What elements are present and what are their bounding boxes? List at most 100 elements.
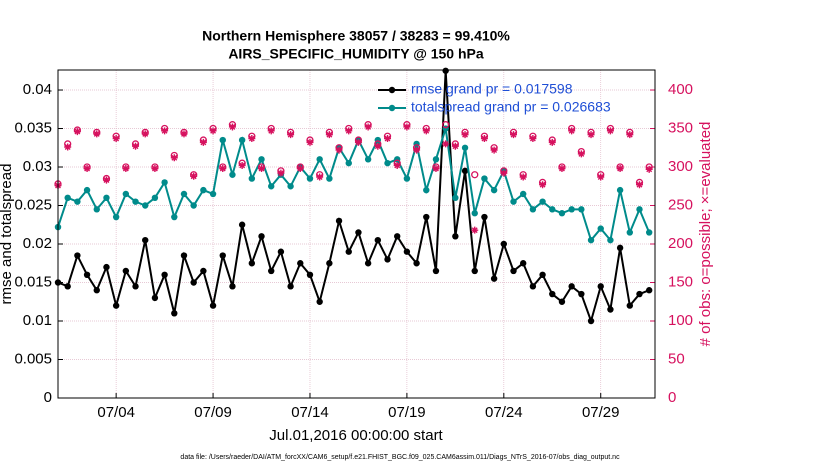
- data-point: [587, 131, 595, 139]
- data-point: [316, 298, 323, 305]
- data-point: [209, 302, 217, 309]
- data-point: [64, 283, 71, 290]
- data-point: [228, 123, 236, 131]
- data-point: [248, 175, 256, 182]
- x-tick-label: 07/14: [291, 404, 329, 421]
- data-point: [132, 198, 139, 205]
- data-point: [316, 173, 324, 181]
- data-point: [578, 206, 585, 213]
- data-point: [151, 194, 159, 202]
- data-point: [229, 171, 236, 178]
- data-point: [238, 161, 246, 169]
- data-point: [354, 138, 362, 146]
- data-point: [74, 198, 81, 205]
- data-point: [374, 142, 382, 150]
- data-point: [64, 143, 72, 151]
- legend-label: totalspread grand pr = 0.026683: [411, 99, 611, 115]
- data-point: [384, 135, 392, 143]
- data-point: [558, 210, 566, 217]
- data-point: [209, 127, 217, 135]
- data-point: [180, 252, 188, 259]
- data-point: [103, 263, 110, 271]
- data-point: [423, 213, 430, 221]
- data-point: [180, 190, 188, 198]
- data-point: [500, 169, 508, 177]
- data-point: [142, 236, 149, 244]
- data-point: [394, 233, 401, 240]
- y-tick-label: 0.015: [14, 273, 52, 290]
- data-point: [645, 229, 653, 236]
- y2-tick-label: 100: [668, 312, 693, 329]
- data-point: [326, 260, 333, 267]
- data-point: [587, 317, 595, 325]
- data-point: [64, 194, 71, 202]
- data-point: [578, 290, 585, 298]
- x-tick-label: 07/04: [97, 404, 135, 421]
- data-point: [296, 165, 304, 173]
- data-point: [607, 306, 614, 313]
- data-point: [171, 213, 178, 221]
- data-point: [452, 194, 459, 202]
- footnote: data file: /Users/raeder/DAI/ATM_forcXX/…: [180, 454, 620, 461]
- data-point: [471, 226, 479, 234]
- data-point: [200, 267, 207, 275]
- data-point: [74, 252, 81, 259]
- data-point: [539, 181, 547, 189]
- chart-subtitle: AIRS_SPECIFIC_HUMIDITY @ 150 hPa: [228, 46, 484, 62]
- chart-title: Northern Hemisphere 38057 / 38283 = 99.4…: [202, 28, 510, 44]
- data-point: [219, 165, 227, 173]
- data-point: [267, 127, 275, 135]
- data-point: [345, 248, 352, 255]
- data-point: [461, 131, 469, 139]
- y-tick-label: 0.04: [23, 81, 52, 98]
- data-point: [199, 138, 207, 146]
- data-point: [423, 186, 430, 194]
- data-point: [616, 165, 624, 173]
- data-point: [364, 156, 372, 163]
- data-point: [355, 229, 362, 236]
- data-point: [452, 233, 459, 240]
- data-point: [432, 165, 440, 173]
- data-point: [190, 202, 197, 209]
- data-point: [451, 142, 459, 150]
- y-tick-label: 0.025: [14, 196, 52, 213]
- data-point: [93, 287, 100, 294]
- data-point: [83, 271, 91, 279]
- data-point: [190, 279, 197, 286]
- data-point: [268, 183, 275, 190]
- data-point: [161, 127, 169, 135]
- data-point: [568, 127, 576, 135]
- data-point: [364, 260, 372, 267]
- data-point: [442, 121, 450, 129]
- data-point: [326, 175, 333, 182]
- data-point: [297, 260, 304, 267]
- data-point: [549, 206, 556, 213]
- data-point: [142, 202, 149, 209]
- data-point: [626, 229, 634, 236]
- y-tick-label: 0.005: [14, 350, 52, 367]
- data-point: [626, 302, 634, 309]
- data-point: [161, 179, 168, 186]
- y2-tick-label: 200: [668, 235, 693, 252]
- data-point: [471, 267, 478, 275]
- data-point: [103, 194, 110, 202]
- data-point: [597, 173, 605, 181]
- data-point: [510, 131, 518, 139]
- y2-tick-label: 250: [668, 196, 693, 213]
- data-point: [374, 236, 382, 244]
- data-point: [141, 130, 149, 138]
- data-point: [568, 206, 575, 213]
- data-point: [151, 165, 159, 173]
- data-point: [490, 186, 498, 194]
- data-point: [403, 248, 411, 255]
- data-point: [102, 176, 110, 184]
- data-point: [335, 146, 343, 154]
- data-point: [645, 287, 653, 294]
- data-point: [529, 283, 537, 290]
- data-point: [471, 210, 478, 217]
- data-point: [442, 140, 450, 148]
- x-tick-label: 07/24: [485, 404, 523, 421]
- data-point: [364, 123, 372, 131]
- data-point: [112, 135, 120, 143]
- data-point: [345, 127, 353, 135]
